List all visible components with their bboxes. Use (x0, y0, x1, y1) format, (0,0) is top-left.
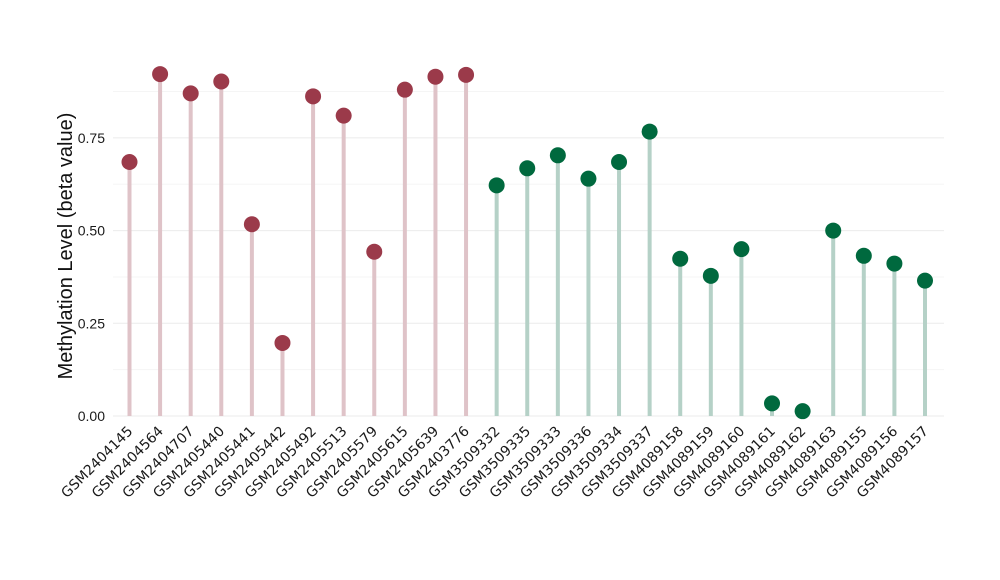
lollipop-point (366, 243, 383, 260)
y-tick-label: 0.50 (78, 223, 105, 239)
lollipop-point (733, 241, 750, 258)
lollipop-point (580, 170, 597, 187)
y-tick-label: 0.25 (78, 315, 105, 331)
lollipop-point (519, 160, 536, 177)
lollipop-point (335, 107, 352, 124)
lollipop-point (702, 267, 719, 284)
lollipop-point (121, 153, 138, 170)
y-tick-label: 0.00 (78, 408, 105, 424)
x-axis-ticks: GSM2404145GSM2404564GSM2404707GSM2405440… (58, 423, 931, 501)
lollipop-point (794, 403, 811, 420)
lollipop-point (488, 177, 505, 194)
stem-layer (127, 74, 927, 416)
lollipop-point (152, 66, 169, 83)
lollipop-point (458, 66, 475, 83)
lollipop-point (549, 147, 566, 164)
lollipop-point (886, 255, 903, 272)
point-layer (121, 66, 933, 420)
lollipop-point (182, 85, 199, 102)
lollipop-point (396, 81, 413, 98)
lollipop-point (213, 73, 230, 90)
y-axis-title: Methylation Level (beta value) (55, 113, 77, 380)
lollipop-point (641, 123, 658, 140)
lollipop-point (274, 334, 291, 351)
lollipop-point (764, 395, 781, 412)
lollipop-point (825, 222, 842, 239)
lollipop-point (672, 250, 689, 267)
lollipop-point (917, 272, 933, 289)
lollipop-point (427, 68, 444, 85)
lollipop-point (243, 216, 260, 233)
lollipop-point (855, 247, 872, 264)
lollipop-point (611, 153, 628, 170)
y-tick-label: 0.75 (78, 130, 105, 146)
y-axis-ticks: 0.00 0.25 0.50 0.75 (78, 130, 105, 424)
lollipop-point (305, 88, 322, 105)
